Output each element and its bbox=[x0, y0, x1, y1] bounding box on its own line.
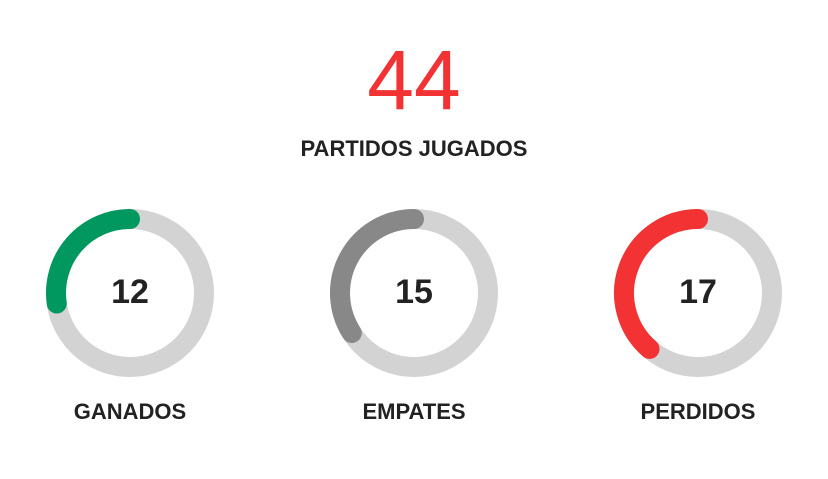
total-matches-value: 44 bbox=[367, 33, 461, 127]
donut-arc bbox=[46, 209, 140, 314]
stat-won: 12 GANADOS bbox=[40, 203, 220, 425]
draws-count: 15 bbox=[395, 273, 433, 311]
lost-label: PERDIDOS bbox=[640, 399, 756, 424]
donut-arc bbox=[330, 209, 424, 344]
won-donut bbox=[46, 209, 214, 377]
won-count: 12 bbox=[111, 273, 149, 311]
won-label: GANADOS bbox=[73, 399, 187, 424]
draws-label: EMPATES bbox=[362, 399, 466, 424]
draws-donut bbox=[330, 209, 498, 377]
lost-donut bbox=[614, 209, 782, 377]
total-matches-label: PARTIDOS JUGADOS bbox=[300, 136, 528, 161]
stat-lost: 17 PERDIDOS bbox=[608, 203, 788, 425]
donut-arc bbox=[614, 209, 708, 359]
stat-draws: 15 EMPATES bbox=[324, 203, 504, 425]
lost-count: 17 bbox=[679, 273, 717, 311]
